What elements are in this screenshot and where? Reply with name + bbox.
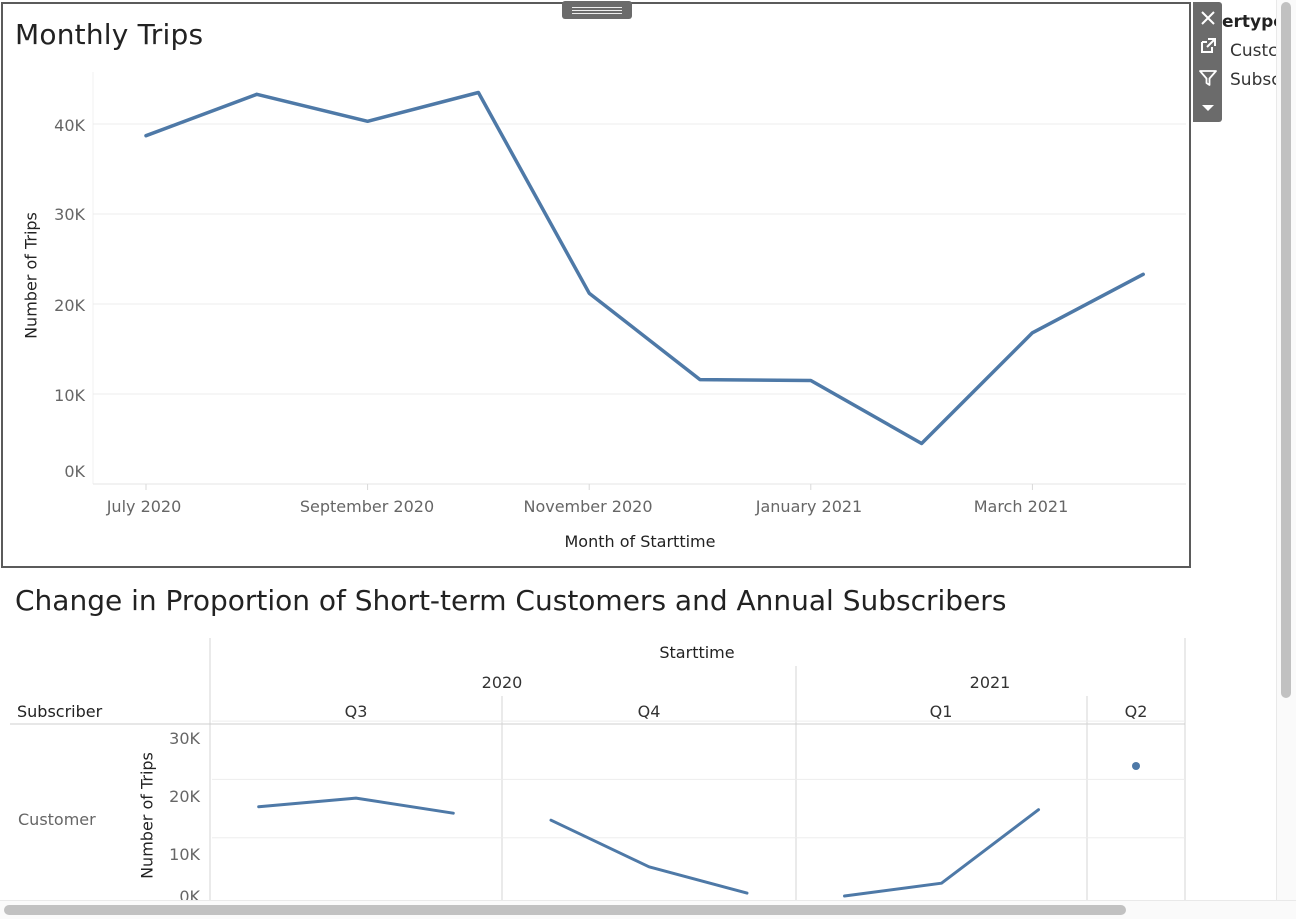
- row-label-customer: Customer: [18, 810, 96, 829]
- y-tick-label: 0K: [64, 462, 85, 481]
- filter-icon[interactable]: [1193, 64, 1222, 92]
- y-tick-label: 10K: [54, 386, 85, 405]
- x-tick-label: September 2020: [299, 497, 435, 516]
- quarter-header: Q3: [344, 702, 368, 721]
- y-tick-label: 10K: [169, 845, 200, 864]
- monthly-trips-plot: [92, 72, 1186, 490]
- x-tick-label: January 2021: [755, 497, 863, 516]
- legend-title: ertype: [1222, 12, 1285, 32]
- close-icon[interactable]: [1193, 4, 1222, 32]
- customer-trips-line-q4: [549, 818, 749, 895]
- customer-trips-line-q1: [843, 808, 1040, 898]
- proportion-chart-title: Change in Proportion of Short-term Custo…: [15, 584, 1007, 617]
- y-tick-label: 20K: [54, 296, 85, 315]
- chart-toolbar: [1193, 2, 1222, 122]
- monthly-trips-series-line: [144, 90, 1145, 446]
- x-tick-label: November 2020: [523, 497, 653, 516]
- year-header: 2021: [969, 673, 1011, 692]
- popout-icon[interactable]: [1193, 32, 1222, 60]
- x-tick-label: July 2020: [106, 497, 182, 516]
- y-tick-label: 0K: [179, 887, 200, 900]
- vertical-scroll-thumb[interactable]: [1281, 2, 1291, 698]
- row-header-subscriber: Subscriber: [17, 702, 103, 721]
- legend-item[interactable]: Subsc: [1230, 70, 1281, 90]
- quarter-header: Q1: [929, 702, 953, 721]
- drag-handle[interactable]: [562, 1, 632, 19]
- column-header-starttime: Starttime: [659, 643, 735, 662]
- horizontal-scroll-thumb[interactable]: [4, 905, 1126, 915]
- monthly-trips-chart-card[interactable]: [1, 2, 1191, 568]
- x-tick-label: March 2021: [973, 497, 1069, 516]
- y-tick-label: 30K: [54, 205, 85, 224]
- chart-title: Monthly Trips: [15, 18, 204, 51]
- year-header: 2020: [481, 673, 523, 692]
- x-axis-title: Month of Starttime: [564, 532, 716, 551]
- quarter-header: Q4: [637, 702, 661, 721]
- y-tick-label: 30K: [169, 729, 200, 748]
- y-tick-label: 20K: [169, 787, 200, 806]
- proportion-plot: [10, 638, 1186, 900]
- y-axis-title: Number of Trips: [137, 752, 157, 879]
- quarter-header: Q2: [1124, 702, 1148, 721]
- y-tick-label: 40K: [54, 116, 85, 135]
- dropdown-icon[interactable]: [1193, 94, 1222, 122]
- customer-trips-line-q3: [257, 796, 455, 815]
- y-axis-title: Number of Trips: [21, 212, 41, 339]
- data-point: [1132, 761, 1140, 770]
- legend-item[interactable]: Custc: [1230, 41, 1278, 61]
